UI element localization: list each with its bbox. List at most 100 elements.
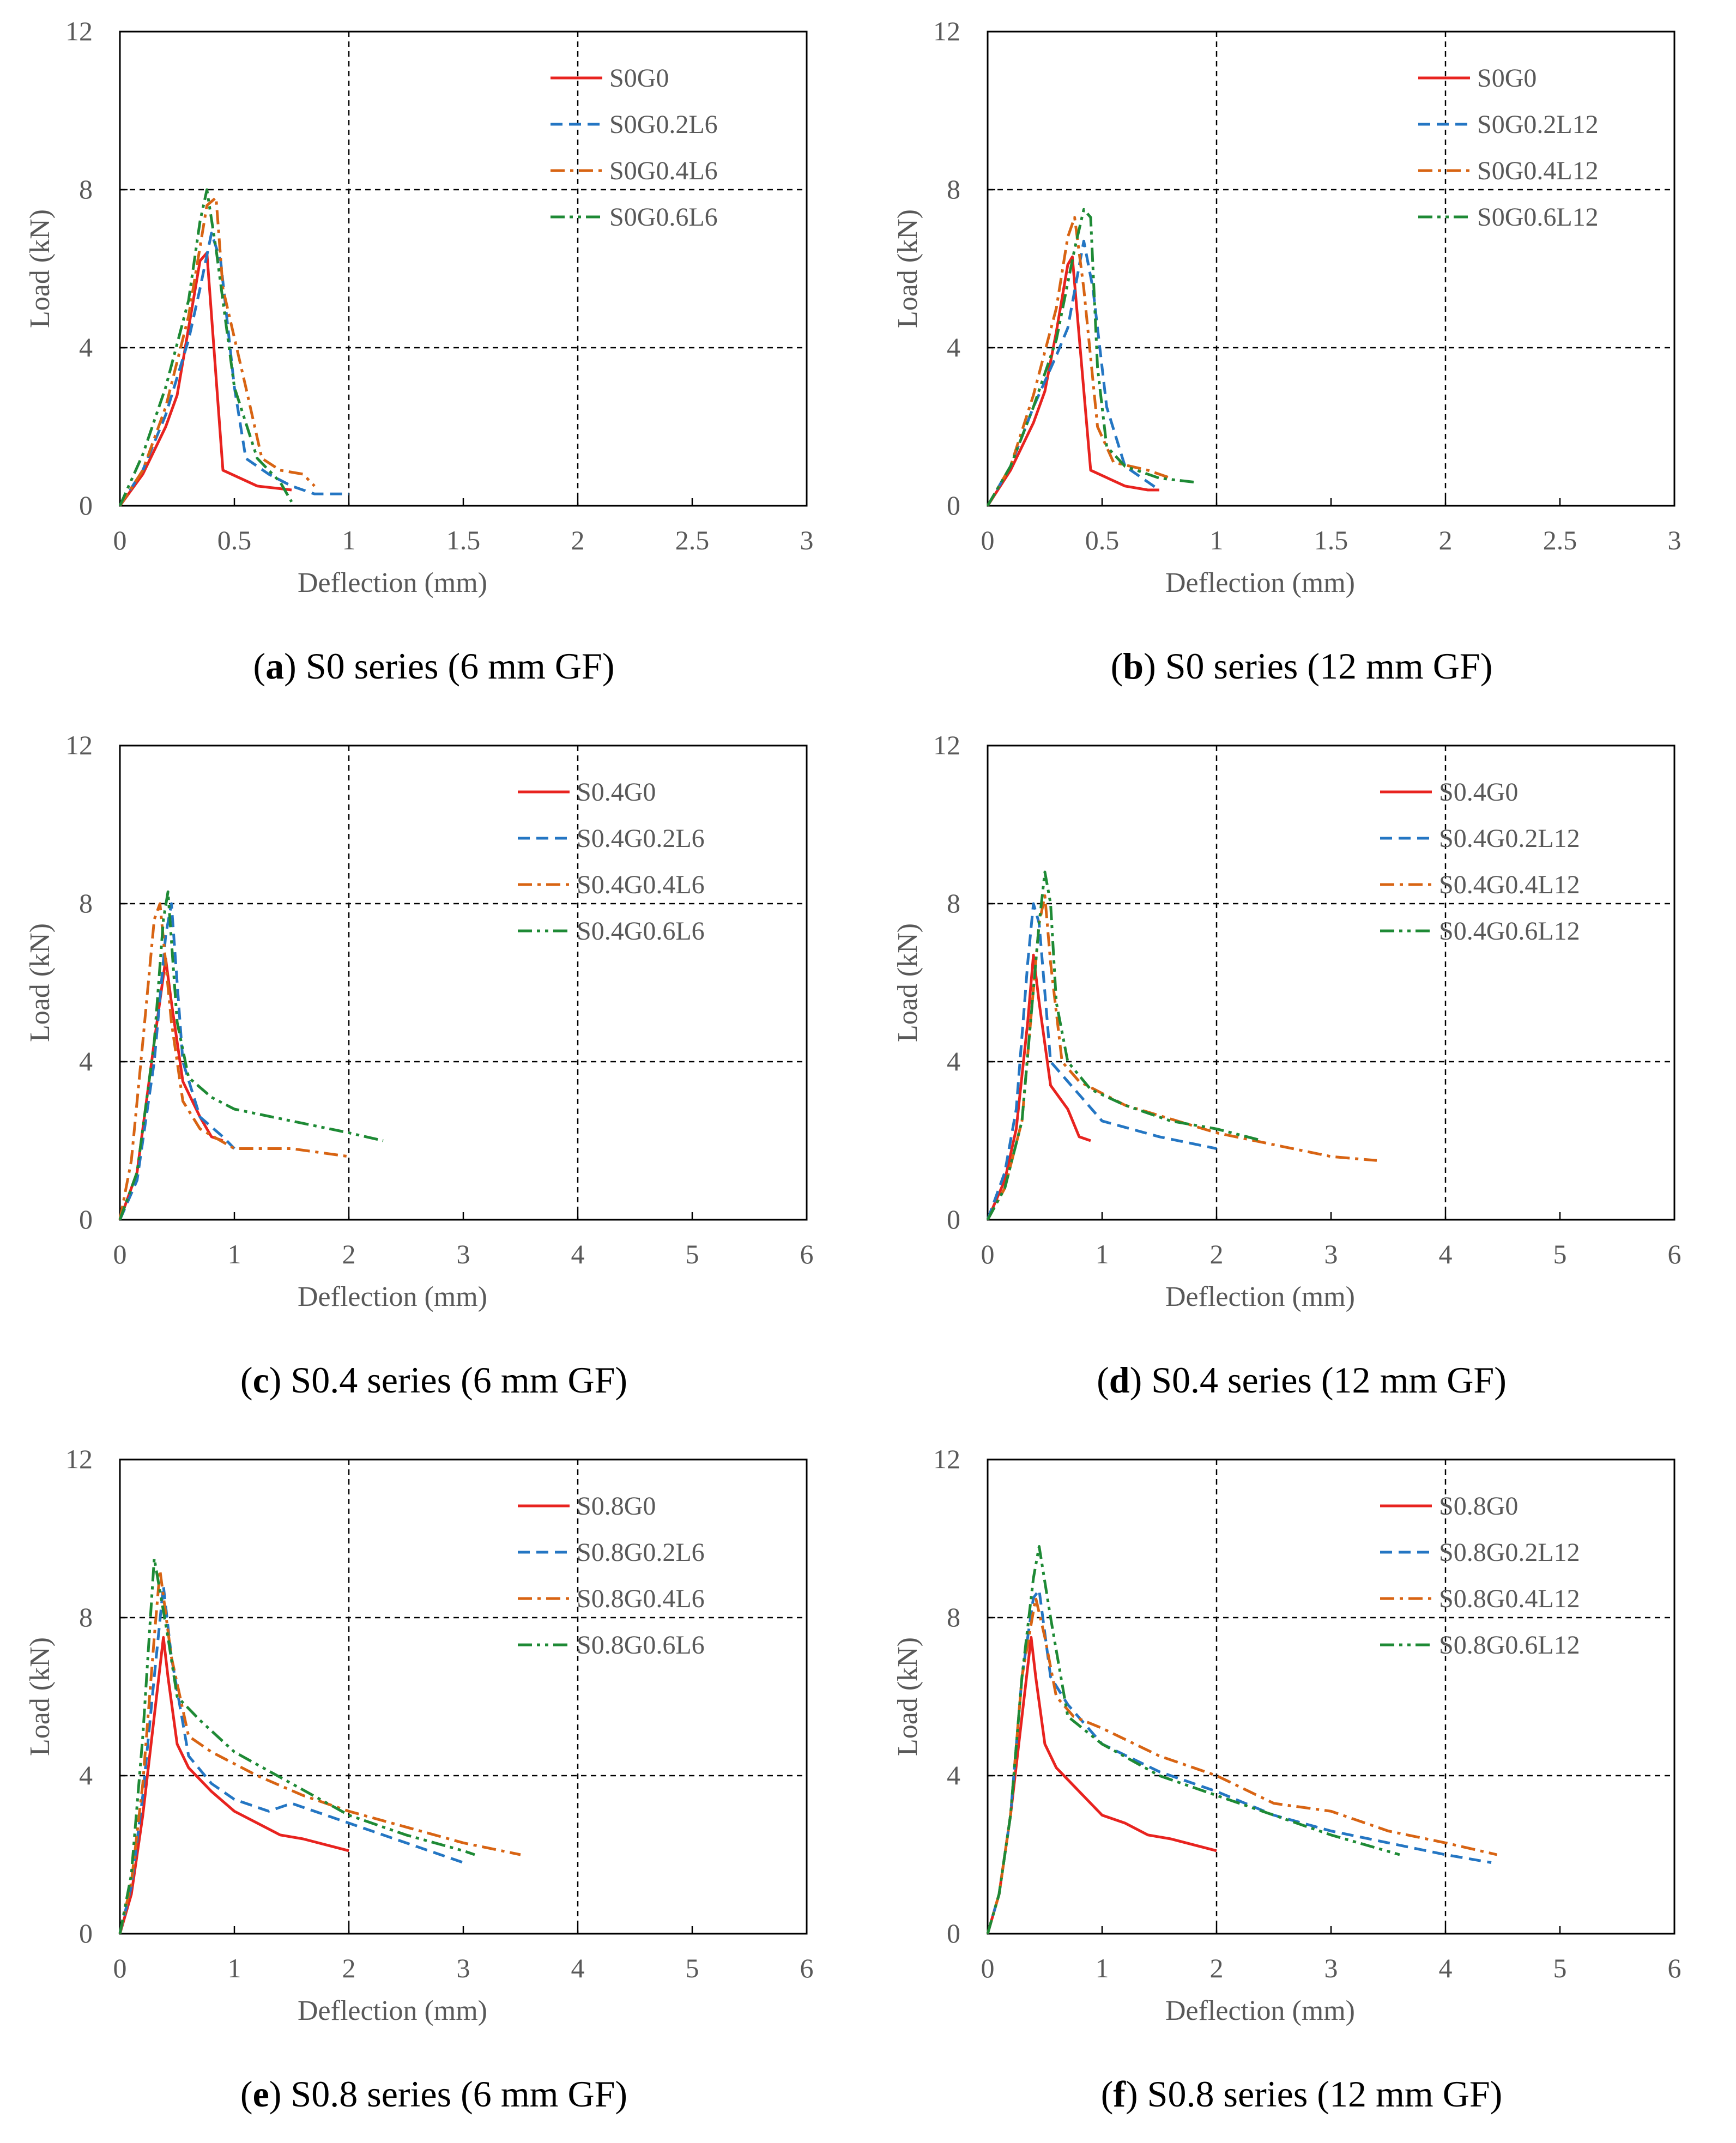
legend-label: S0.8G0.4L6 [577,1584,705,1613]
x-tick-label: 0 [981,1953,995,1983]
legend-label: S0G0.4L12 [1477,156,1599,185]
x-tick-label: 4 [1439,1239,1453,1269]
x-tick-label: 2 [571,525,585,555]
legend-label: S0.4G0.2L6 [577,824,705,853]
legend-label: S0.8G0.2L12 [1439,1538,1580,1567]
x-tick-label: 0 [113,1953,127,1983]
x-tick-label: 1 [1096,1239,1109,1269]
x-tick-label: 4 [1439,1953,1453,1983]
legend-label: S0.8G0.6L6 [577,1631,705,1660]
caption-text: S0.4 series (12 mm GF) [1142,1359,1507,1401]
y-tick-label: 4 [79,332,93,362]
x-axis-label: Deflection (mm) [1165,1995,1355,2026]
legend-label: S0G0.6L12 [1477,203,1599,232]
y-tick-label: 0 [79,1918,93,1948]
x-tick-label: 1 [228,1239,241,1269]
series-line-S0G0.4L6 [118,196,316,507]
caption-letter: a [265,645,285,687]
chart-a: 0 0.5 1 1.5 2 2.5 3 0 4 8 12 Deflection (mm) Load (k… [25,16,814,598]
caption-text: S0 series (6 mm GF) [296,645,615,687]
plot-frame [119,1458,808,1935]
series-line-S0G0.2L12 [986,239,1160,507]
caption-letter: d [1109,1359,1130,1401]
y-axis-label: Load (kN) [25,209,56,328]
x-axis-label: Deflection (mm) [298,1995,487,2026]
series-line-S0G0 [986,255,1159,507]
x-tick-label: 1 [1210,525,1224,555]
y-tick-label: 0 [947,490,960,520]
series-line-S0G0.4L12 [986,216,1171,507]
x-tick-label: 3 [457,1953,470,1983]
x-tick-label: 2 [342,1953,356,1983]
x-tick-label: 5 [1553,1239,1567,1269]
caption-text: S0.4 series (6 mm GF) [281,1359,628,1401]
x-tick-label: 3 [800,525,814,555]
series-line-S0.8G0.6L6 [118,1557,475,1934]
y-tick-label: 8 [947,888,960,918]
legend-label: S0.4G0.4L12 [1439,870,1580,899]
x-tick-label: 1 [342,525,356,555]
y-tick-label: 8 [947,1602,960,1632]
x-tick-label: 5 [1553,1953,1567,1983]
y-tick-label: 12 [65,730,93,760]
x-tick-label: 0.5 [1085,525,1120,555]
plot-frame [987,31,1675,507]
y-tick-label: 4 [947,1760,960,1790]
x-tick-label: 0 [113,525,127,555]
caption-b: (b) S0 series (12 mm GF) [1110,645,1493,687]
series-line-S0.8G0.6L12 [986,1545,1400,1934]
y-tick-label: 8 [79,888,93,918]
y-axis-label: Load (kN) [892,1637,923,1756]
y-axis-label: Load (kN) [892,923,923,1042]
y-tick-label: 0 [947,1204,960,1234]
y-axis-label: Load (kN) [25,1637,56,1756]
caption-letter: f [1113,2073,1126,2115]
plot-frame [987,1458,1675,1935]
series-line-S0.4G0.2L6 [118,902,235,1220]
legend-label: S0.8G0.4L12 [1439,1584,1580,1613]
x-tick-label: 1 [228,1953,241,1983]
caption-letter: e [252,2073,269,2115]
y-tick-label: 4 [947,332,960,362]
chart-panel-e: 0 1 2 3 4 5 6 0 4 8 12 Deflection (mm) Load (kN) S0.8… [0,1428,868,2142]
x-tick-label: 2 [1439,525,1453,555]
chart-panel-f: 0 1 2 3 4 5 6 0 4 8 12 Deflection (mm) Load (kN) S0.8… [868,1428,1735,2142]
series-line-S0.8G0.4L12 [986,1596,1498,1934]
caption-a: (a) S0 series (6 mm GF) [253,645,615,687]
x-tick-label: 0 [981,1239,995,1269]
caption-d: (d) S0.4 series (12 mm GF) [1097,1359,1507,1401]
chart-panel-b: 0 0.5 1 1.5 2 2.5 3 0 4 8 12 Deflection (mm) Load (k… [868,0,1735,714]
legend-label: S0G0 [1477,64,1537,93]
x-tick-label: 6 [800,1953,814,1983]
series-line-S0.4G0.4L12 [986,894,1377,1221]
series-line-S0.4G0 [986,953,1091,1220]
x-tick-label: 1.5 [1314,525,1348,555]
caption-f: (f) S0.8 series (12 mm GF) [1100,2073,1503,2115]
series-line-S0G0 [118,251,292,507]
legend-label: S0G0 [609,64,669,93]
chart-panel-d: 0 1 2 3 4 5 6 0 4 8 12 Deflection (mm) Load (kN) S0.4… [868,714,1735,1428]
y-tick-label: 0 [79,490,93,520]
y-tick-label: 12 [933,1444,960,1474]
series-line-S0.8G0.2L6 [118,1584,464,1934]
x-tick-label: 0.5 [217,525,252,555]
x-tick-label: 5 [686,1953,699,1983]
y-tick-label: 12 [65,1444,93,1474]
x-tick-label: 2 [342,1239,356,1269]
legend-label: S0.4G0 [1439,778,1518,807]
x-axis-label: Deflection (mm) [298,1281,487,1312]
chart-panel-a: 0 0.5 1 1.5 2 2.5 3 0 4 8 12 Deflection (mm) Load (k… [0,0,868,714]
legend-label: S0.8G0.2L6 [577,1538,705,1567]
series-line-S0.4G0.6L6 [118,890,384,1220]
series-line-S0.4G0.4L6 [118,902,349,1220]
series-line-S0.4G0 [118,958,223,1220]
legend-label: S0.4G0.4L6 [577,870,705,899]
series-line-S0.8G0 [118,1636,349,1934]
legend-label: S0.4G0.6L6 [577,917,705,946]
x-tick-label: 3 [1324,1953,1338,1983]
x-tick-label: 2 [1210,1953,1224,1983]
x-tick-label: 2 [1210,1239,1224,1269]
legend-label: S0G0.2L6 [609,110,718,139]
